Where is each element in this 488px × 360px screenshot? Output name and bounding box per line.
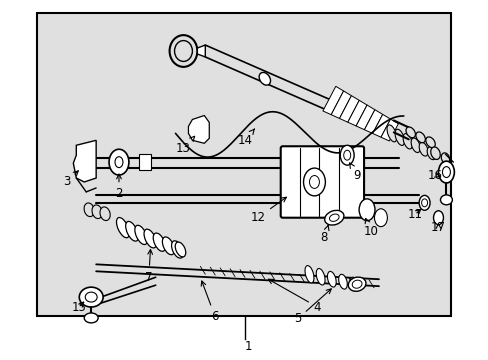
Ellipse shape [329,214,338,221]
Ellipse shape [338,274,346,289]
Ellipse shape [418,195,429,210]
Text: 16: 16 [427,168,442,181]
Ellipse shape [418,143,427,156]
Ellipse shape [144,229,156,248]
Ellipse shape [84,203,94,217]
Text: 4: 4 [268,279,321,314]
Text: 1: 1 [244,340,251,353]
Ellipse shape [92,205,102,219]
Text: 9: 9 [349,163,360,181]
Ellipse shape [430,147,439,159]
Text: 5: 5 [293,289,331,325]
Polygon shape [372,114,390,137]
Ellipse shape [115,157,122,168]
Ellipse shape [309,176,319,188]
Ellipse shape [340,145,353,165]
Polygon shape [364,110,382,134]
Ellipse shape [135,225,147,244]
Ellipse shape [402,134,411,149]
Ellipse shape [162,237,174,255]
Text: 2: 2 [115,174,122,201]
Ellipse shape [84,313,98,323]
Ellipse shape [259,72,270,85]
Polygon shape [322,86,343,115]
Ellipse shape [374,209,386,227]
Ellipse shape [358,199,374,221]
Ellipse shape [386,125,396,142]
Text: 13: 13 [176,136,194,155]
Ellipse shape [347,277,365,291]
Bar [37,13,450,316]
Polygon shape [380,119,398,141]
Text: 17: 17 [430,221,445,234]
Ellipse shape [410,138,419,153]
Ellipse shape [405,127,415,138]
Ellipse shape [116,217,129,238]
Ellipse shape [79,287,103,307]
Bar [139,154,150,170]
Text: 3: 3 [62,171,78,189]
Ellipse shape [438,161,453,183]
Text: 7: 7 [145,249,152,284]
Ellipse shape [343,150,350,160]
Ellipse shape [351,280,361,288]
Polygon shape [355,105,374,130]
Ellipse shape [394,129,404,145]
Ellipse shape [327,271,335,287]
Text: 6: 6 [201,281,219,323]
Ellipse shape [100,207,110,221]
Text: 12: 12 [250,197,286,224]
Ellipse shape [85,292,97,302]
FancyBboxPatch shape [280,146,364,218]
Ellipse shape [125,221,138,241]
Text: 10: 10 [363,219,378,238]
Text: 11: 11 [407,208,421,221]
Ellipse shape [174,41,192,62]
Ellipse shape [427,147,435,159]
Ellipse shape [316,269,325,285]
Ellipse shape [175,242,185,257]
Ellipse shape [169,35,197,67]
Ellipse shape [303,168,325,196]
Polygon shape [197,45,205,57]
Polygon shape [330,91,351,118]
Ellipse shape [153,233,165,251]
Ellipse shape [442,167,449,177]
Ellipse shape [305,266,313,283]
Ellipse shape [440,195,451,205]
Polygon shape [347,100,366,126]
Ellipse shape [349,277,358,291]
Ellipse shape [425,137,434,148]
Text: 15: 15 [72,301,86,314]
Ellipse shape [421,199,427,207]
Text: 8: 8 [320,225,328,244]
Polygon shape [73,140,96,182]
Polygon shape [339,96,359,122]
Ellipse shape [324,210,343,225]
Text: 14: 14 [237,129,254,147]
Ellipse shape [171,241,183,258]
Polygon shape [188,116,209,143]
Ellipse shape [440,153,448,163]
Ellipse shape [109,149,129,175]
Ellipse shape [433,211,443,225]
Ellipse shape [415,132,425,143]
